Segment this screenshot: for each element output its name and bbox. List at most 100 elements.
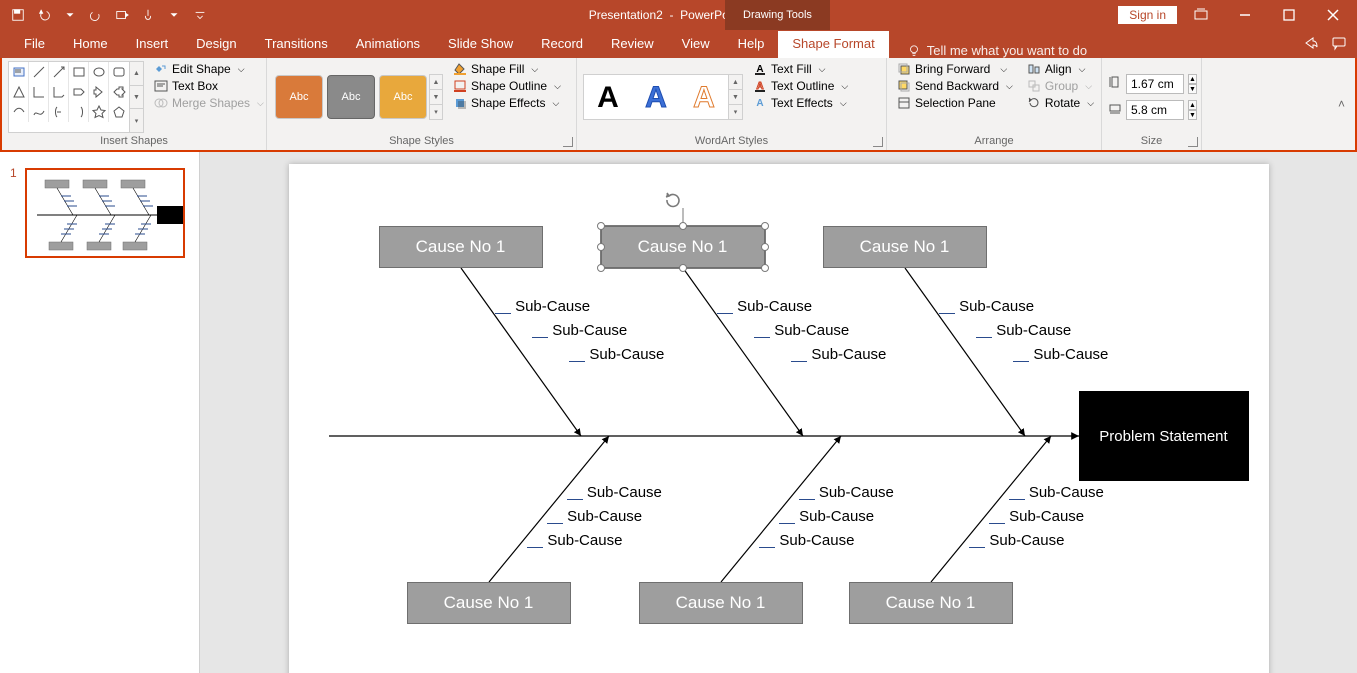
- tab-slideshow[interactable]: Slide Show: [434, 31, 527, 58]
- save-icon[interactable]: [6, 3, 30, 27]
- qat-customize-icon[interactable]: [188, 3, 212, 27]
- wordart-launcher[interactable]: [873, 137, 883, 147]
- lightbulb-icon: [907, 44, 921, 58]
- cause-box[interactable]: Cause No 1: [823, 226, 987, 268]
- wordart-tile-0[interactable]: A: [584, 75, 632, 119]
- minimize-icon[interactable]: [1225, 0, 1265, 30]
- close-icon[interactable]: [1313, 0, 1353, 30]
- wordart-tile-2[interactable]: A: [680, 75, 728, 119]
- selection-handle[interactable]: [761, 264, 769, 272]
- sub-cause-label[interactable]: Sub-Cause: [759, 532, 854, 549]
- undo-more-icon[interactable]: [58, 3, 82, 27]
- cause-box[interactable]: Cause No 1: [639, 582, 803, 624]
- group-size: ▲▼ ▲▼ Size: [1102, 58, 1202, 150]
- sub-cause-label[interactable]: Sub-Cause: [799, 484, 894, 501]
- selection-handle[interactable]: [597, 264, 605, 272]
- selection-handle[interactable]: [679, 222, 687, 230]
- qat-more-icon[interactable]: [162, 3, 186, 27]
- touch-mode-icon[interactable]: [136, 3, 160, 27]
- text-box-button[interactable]: Text Box: [150, 78, 268, 94]
- start-from-beginning-icon[interactable]: [110, 3, 134, 27]
- comments-icon[interactable]: [1331, 35, 1347, 54]
- cause-box[interactable]: Cause No 1: [407, 582, 571, 624]
- sub-cause-label[interactable]: Sub-Cause: [495, 298, 590, 315]
- wordart-tile-1[interactable]: A: [632, 75, 680, 119]
- ribbon-display-icon[interactable]: [1181, 0, 1221, 30]
- shape-styles-more[interactable]: ▲▼▾: [429, 74, 443, 120]
- shape-effects-button[interactable]: Shape Effects⌵: [449, 95, 565, 111]
- tab-record[interactable]: Record: [527, 31, 597, 58]
- share-icon[interactable]: [1303, 35, 1319, 54]
- sub-cause-label[interactable]: Sub-Cause: [976, 322, 1071, 339]
- tab-home[interactable]: Home: [59, 31, 122, 58]
- group-shape-styles: AbcAbcAbc ▲▼▾ Shape Fill⌵ Shape Outline⌵…: [267, 58, 577, 150]
- collapse-ribbon-icon[interactable]: ˄: [1338, 97, 1345, 111]
- maximize-icon[interactable]: [1269, 0, 1309, 30]
- undo-icon[interactable]: [32, 3, 56, 27]
- sub-cause-label[interactable]: Sub-Cause: [791, 346, 886, 363]
- cause-box[interactable]: Cause No 1: [601, 226, 765, 268]
- tab-design[interactable]: Design: [182, 31, 250, 58]
- selection-handle[interactable]: [597, 243, 605, 251]
- sub-cause-label[interactable]: Sub-Cause: [1013, 346, 1108, 363]
- tab-animations[interactable]: Animations: [342, 31, 434, 58]
- redo-icon[interactable]: [84, 3, 108, 27]
- sub-cause-label[interactable]: Sub-Cause: [717, 298, 812, 315]
- sub-cause-label[interactable]: Sub-Cause: [1009, 484, 1104, 501]
- cause-box[interactable]: Cause No 1: [379, 226, 543, 268]
- tell-me-search[interactable]: Tell me what you want to do: [907, 43, 1087, 58]
- shape-style-tile-0[interactable]: Abc: [275, 75, 323, 119]
- tab-help[interactable]: Help: [724, 31, 779, 58]
- shape-styles-launcher[interactable]: [563, 137, 573, 147]
- wordart-more[interactable]: ▲▼▾: [729, 74, 743, 120]
- shape-height-input[interactable]: [1126, 74, 1184, 94]
- cause-box[interactable]: Cause No 1: [849, 582, 1013, 624]
- tab-view[interactable]: View: [668, 31, 724, 58]
- align-button[interactable]: Align⌵: [1023, 61, 1098, 77]
- sub-cause-label[interactable]: Sub-Cause: [939, 298, 1034, 315]
- tab-file[interactable]: File: [10, 31, 59, 58]
- rotation-handle[interactable]: [663, 190, 683, 215]
- tab-insert[interactable]: Insert: [122, 31, 183, 58]
- sub-cause-label[interactable]: Sub-Cause: [754, 322, 849, 339]
- selection-handle[interactable]: [597, 222, 605, 230]
- tab-review[interactable]: Review: [597, 31, 668, 58]
- sub-cause-label[interactable]: Sub-Cause: [989, 508, 1084, 525]
- text-fill-button[interactable]: AText Fill⌵: [749, 61, 852, 77]
- shape-styles-gallery[interactable]: AbcAbcAbc: [273, 73, 429, 121]
- send-backward-button[interactable]: Send Backward⌵: [893, 78, 1017, 94]
- slide-editor[interactable]: Cause No 1 Sub-Cause Sub-Cause Sub-Cause Cau…: [200, 152, 1357, 673]
- shape-width-input[interactable]: [1126, 100, 1184, 120]
- tab-shape-format[interactable]: Shape Format: [778, 31, 888, 58]
- wordart-gallery[interactable]: AAA: [583, 74, 729, 120]
- shape-fill-button[interactable]: Shape Fill⌵: [449, 61, 565, 77]
- selection-handle[interactable]: [761, 222, 769, 230]
- shapes-gallery[interactable]: [8, 61, 130, 133]
- sub-cause-label[interactable]: Sub-Cause: [567, 484, 662, 501]
- size-launcher[interactable]: [1188, 137, 1198, 147]
- shapes-gallery-more[interactable]: ▲▼▾: [130, 61, 144, 133]
- sub-cause-label[interactable]: Sub-Cause: [532, 322, 627, 339]
- shape-outline-button[interactable]: Shape Outline⌵: [449, 78, 565, 94]
- tab-transitions[interactable]: Transitions: [251, 31, 342, 58]
- width-spinner[interactable]: ▲▼: [1188, 100, 1197, 120]
- selection-pane-button[interactable]: Selection Pane: [893, 95, 1017, 111]
- selection-handle[interactable]: [679, 264, 687, 272]
- sub-cause-label[interactable]: Sub-Cause: [569, 346, 664, 363]
- rotate-button[interactable]: Rotate⌵: [1023, 95, 1098, 111]
- sub-cause-label[interactable]: Sub-Cause: [969, 532, 1064, 549]
- sub-cause-label[interactable]: Sub-Cause: [547, 508, 642, 525]
- sign-in-button[interactable]: Sign in: [1118, 6, 1177, 24]
- text-effects-button[interactable]: AText Effects⌵: [749, 95, 852, 111]
- shape-style-tile-2[interactable]: Abc: [379, 75, 427, 119]
- sub-cause-label[interactable]: Sub-Cause: [779, 508, 874, 525]
- bring-forward-button[interactable]: Bring Forward⌵: [893, 61, 1017, 77]
- shape-style-tile-1[interactable]: Abc: [327, 75, 375, 119]
- selection-handle[interactable]: [761, 243, 769, 251]
- slide-thumbnail-1[interactable]: [25, 168, 185, 258]
- text-outline-button[interactable]: AText Outline⌵: [749, 78, 852, 94]
- edit-shape-button[interactable]: Edit Shape⌵: [150, 61, 268, 77]
- problem-statement-box[interactable]: Problem Statement: [1079, 391, 1249, 481]
- sub-cause-label[interactable]: Sub-Cause: [527, 532, 622, 549]
- height-spinner[interactable]: ▲▼: [1188, 74, 1197, 94]
